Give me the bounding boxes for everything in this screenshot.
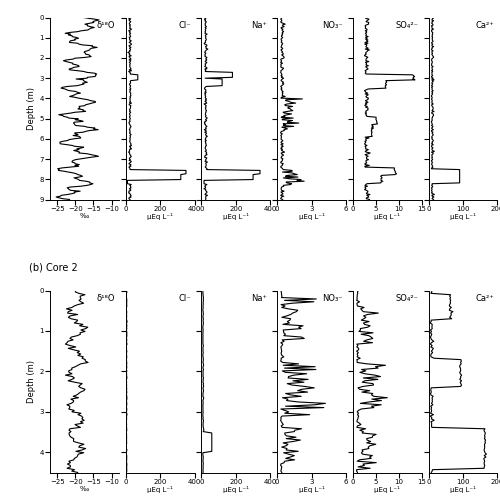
Text: Na⁺: Na⁺ xyxy=(251,21,267,30)
X-axis label: μEq L⁻¹: μEq L⁻¹ xyxy=(223,486,249,493)
Text: Na⁺: Na⁺ xyxy=(251,294,267,303)
Y-axis label: Depth (m): Depth (m) xyxy=(28,87,36,130)
X-axis label: μEq L⁻¹: μEq L⁻¹ xyxy=(450,486,476,493)
X-axis label: μEq L⁻¹: μEq L⁻¹ xyxy=(223,213,249,220)
Text: SO₄²⁻: SO₄²⁻ xyxy=(396,21,418,30)
X-axis label: μEq L⁻¹: μEq L⁻¹ xyxy=(450,213,476,220)
Y-axis label: Depth (m): Depth (m) xyxy=(28,360,36,403)
X-axis label: μEq L⁻¹: μEq L⁻¹ xyxy=(147,486,173,493)
X-axis label: μEq L⁻¹: μEq L⁻¹ xyxy=(374,486,400,493)
Text: (b) Core 2: (b) Core 2 xyxy=(30,262,78,272)
X-axis label: μEq L⁻¹: μEq L⁻¹ xyxy=(374,213,400,220)
X-axis label: μEq L⁻¹: μEq L⁻¹ xyxy=(147,213,173,220)
Text: δ¹⁸O: δ¹⁸O xyxy=(97,294,116,303)
Text: Cl⁻: Cl⁻ xyxy=(178,294,191,303)
Text: δ¹⁸O: δ¹⁸O xyxy=(97,21,116,30)
Text: Cl⁻: Cl⁻ xyxy=(178,21,191,30)
Text: NO₃⁻: NO₃⁻ xyxy=(322,294,342,303)
X-axis label: ‰: ‰ xyxy=(80,213,89,219)
Text: SO₄²⁻: SO₄²⁻ xyxy=(396,294,418,303)
X-axis label: ‰: ‰ xyxy=(80,486,89,492)
Text: NO₃⁻: NO₃⁻ xyxy=(322,21,342,30)
Text: Ca²⁺: Ca²⁺ xyxy=(476,294,494,303)
X-axis label: μEq L⁻¹: μEq L⁻¹ xyxy=(298,486,324,493)
X-axis label: μEq L⁻¹: μEq L⁻¹ xyxy=(298,213,324,220)
Text: Ca²⁺: Ca²⁺ xyxy=(476,21,494,30)
